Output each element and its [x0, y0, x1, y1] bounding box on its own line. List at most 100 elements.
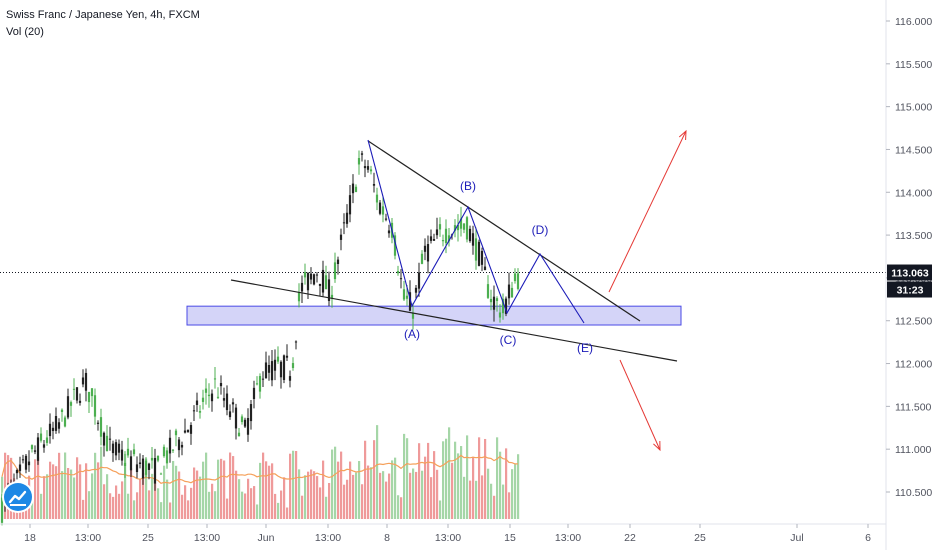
candle-body: [285, 355, 289, 358]
volume-bar: [448, 427, 451, 519]
candle-body: [246, 418, 250, 435]
lower-trendline[interactable]: [230, 279, 678, 362]
volume-bar: [319, 487, 322, 519]
volume-bar: [250, 488, 253, 519]
candle-body: [387, 230, 391, 234]
tradingview-logo-icon: [4, 483, 32, 511]
candle-body: [63, 417, 67, 427]
candle-body: [69, 402, 73, 406]
wave-label: (B): [460, 179, 476, 193]
candle-body: [432, 239, 436, 241]
current-price-badge: [887, 264, 932, 281]
volume-bar: [193, 467, 196, 519]
volume-bar: [115, 485, 118, 519]
volume-bar: [34, 459, 37, 519]
candle-body: [129, 456, 133, 471]
candle-body: [423, 245, 427, 252]
price-tick-label: 111.000: [895, 444, 932, 456]
volume-bar: [70, 469, 73, 519]
upper-trendline[interactable]: [367, 140, 641, 322]
volume-bar: [166, 479, 169, 519]
candle-body: [177, 439, 181, 451]
volume-bar: [343, 484, 346, 519]
candle-body: [480, 250, 484, 265]
volume-bar: [52, 464, 55, 519]
candle-body: [273, 359, 277, 371]
candle-body: [513, 273, 517, 282]
candle-body: [72, 388, 76, 390]
candle-body: [384, 218, 388, 220]
candle-body: [369, 169, 373, 172]
candle-body: [255, 383, 259, 385]
candle-body: [90, 388, 94, 397]
candle-body: [498, 312, 502, 318]
price-tick-label: 114.000: [895, 187, 932, 199]
price-tick-label: 110.500: [895, 487, 932, 499]
candle-body: [231, 402, 235, 405]
volume-bar: [46, 474, 49, 519]
candle-body: [96, 422, 100, 424]
candle-body: [144, 460, 148, 475]
candle-body: [39, 433, 43, 441]
candle-body: [135, 464, 139, 473]
volume-bar: [127, 493, 130, 519]
volume-bar: [172, 460, 175, 519]
volume-bar: [355, 472, 358, 519]
candle-body: [414, 287, 418, 293]
volume-bar: [490, 483, 493, 519]
candle-body: [396, 271, 400, 274]
candle-body: [267, 365, 271, 373]
volume-bar: [472, 456, 475, 519]
volume-bar: [316, 476, 319, 519]
candle-body: [336, 259, 340, 265]
candle-body: [321, 269, 325, 293]
candle-body: [486, 284, 490, 298]
candle-body: [510, 287, 514, 298]
volume-bar: [310, 469, 313, 519]
countdown-label: 31:23: [897, 285, 924, 297]
candle-body: [339, 234, 343, 240]
wave-label: (D): [532, 223, 549, 237]
candle-body: [477, 241, 481, 266]
candle-body: [81, 377, 85, 385]
candle-body: [309, 273, 313, 280]
countdown-badge: [887, 281, 932, 298]
abcde-wave-path[interactable]: [367, 139, 585, 324]
candle-body: [45, 437, 49, 443]
candle-body: [429, 236, 433, 241]
volume-bar: [376, 425, 379, 519]
volume-bar: [334, 446, 337, 519]
time-tick-label: 13:00: [75, 532, 101, 544]
candle-body: [15, 470, 19, 474]
price-tick-label: 111.500: [895, 401, 932, 413]
candle-body: [102, 432, 106, 446]
volume-bar: [145, 458, 148, 519]
volume-bar: [148, 490, 151, 519]
candle-body: [282, 355, 286, 380]
candle-body: [213, 378, 217, 380]
volume-bar: [322, 460, 325, 519]
volume-bar: [394, 457, 397, 519]
volume-bar: [388, 473, 391, 519]
candle-body: [117, 443, 121, 453]
volume-bar: [124, 453, 127, 519]
price-tick-label: 112.000: [895, 359, 932, 371]
volume-bar: [292, 450, 295, 519]
volume-bar: [76, 457, 79, 519]
support-zone-rectangle[interactable]: [186, 305, 682, 326]
volume-bar: [49, 461, 52, 519]
volume-bar: [133, 500, 136, 519]
volume-bar: [505, 448, 508, 519]
candle-body: [228, 411, 232, 418]
volume-bar: [55, 466, 58, 519]
volume-bar: [427, 442, 430, 519]
volume-bar: [181, 494, 184, 519]
price-tick-label: 112.500: [895, 316, 932, 328]
candle-body: [240, 416, 244, 423]
volume-bar: [499, 451, 502, 519]
candle-body: [153, 458, 157, 484]
candle-body: [186, 429, 190, 433]
volume-bar: [286, 507, 289, 519]
candle-body: [99, 417, 103, 437]
